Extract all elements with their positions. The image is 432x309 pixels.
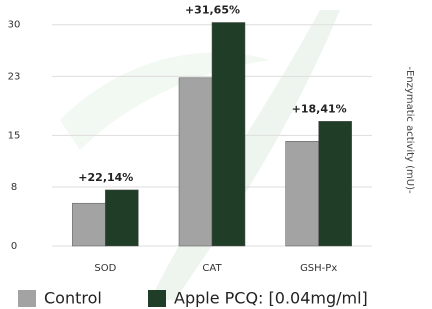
x-tick-label: CAT bbox=[202, 263, 222, 274]
chart: -Enzymatic activity (mU)- 0 8 15 23 30 SOD +22… bbox=[0, 0, 432, 309]
legend-label: Control bbox=[44, 289, 102, 308]
annotation: +22,14% bbox=[78, 171, 133, 184]
y-tick-label: 30 bbox=[8, 20, 21, 31]
y-tick-label: 0 bbox=[11, 241, 17, 252]
y-axis-label: -Enzymatic activity (mU)- bbox=[404, 66, 415, 194]
legend-swatch bbox=[148, 290, 166, 307]
y-tick-label: 8 bbox=[11, 182, 17, 193]
bar bbox=[72, 203, 105, 246]
bar bbox=[179, 78, 212, 246]
x-tick-label: GSH-Px bbox=[300, 263, 337, 274]
bar bbox=[319, 121, 352, 246]
legend-swatch bbox=[18, 290, 36, 307]
bar bbox=[212, 22, 245, 246]
x-tick-label: SOD bbox=[94, 263, 116, 274]
legend-label: Apple PCQ: [0.04mg/ml] bbox=[174, 289, 368, 308]
bar bbox=[286, 141, 319, 246]
y-tick-label: 23 bbox=[8, 71, 21, 82]
annotation: +18,41% bbox=[292, 102, 347, 115]
y-tick-label: 15 bbox=[8, 130, 21, 141]
bar bbox=[105, 190, 138, 246]
annotation: +31,65% bbox=[185, 3, 240, 16]
